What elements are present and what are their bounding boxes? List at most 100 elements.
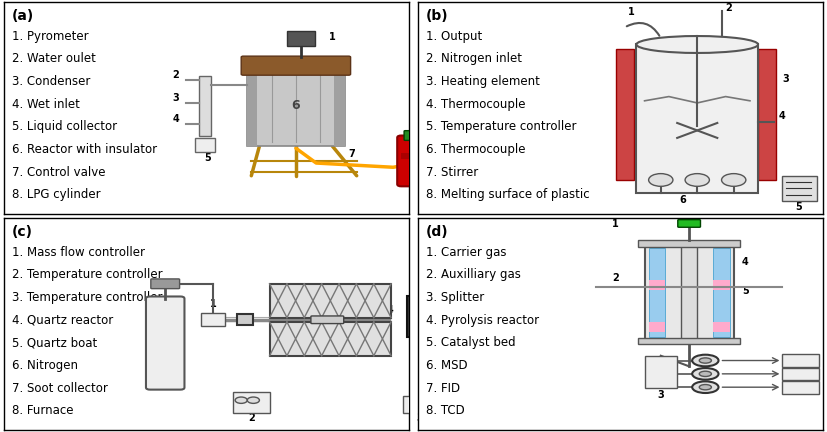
Text: 4: 4	[742, 257, 748, 267]
FancyBboxPatch shape	[270, 322, 391, 356]
Text: 5: 5	[742, 286, 748, 296]
Text: 2: 2	[725, 3, 733, 13]
FancyBboxPatch shape	[201, 314, 225, 326]
FancyBboxPatch shape	[681, 246, 697, 339]
Text: 4. Wet inlet: 4. Wet inlet	[12, 98, 80, 111]
Text: 5. Liquid collector: 5. Liquid collector	[12, 120, 117, 133]
FancyBboxPatch shape	[638, 240, 740, 247]
Text: 2. Nitrogen inlet: 2. Nitrogen inlet	[426, 52, 522, 65]
Text: 6. MSD: 6. MSD	[426, 359, 467, 372]
Text: 8: 8	[797, 382, 804, 392]
Text: 5. Temperature controller: 5. Temperature controller	[426, 120, 576, 133]
Text: 7: 7	[718, 121, 724, 130]
Text: 6. Nitrogen: 6. Nitrogen	[12, 359, 79, 372]
Text: 8. Furnace: 8. Furnace	[12, 404, 74, 417]
Text: 6: 6	[292, 99, 300, 112]
Text: 8: 8	[416, 160, 423, 170]
FancyBboxPatch shape	[758, 49, 777, 180]
Ellipse shape	[700, 384, 711, 390]
Text: 7: 7	[348, 149, 356, 159]
FancyBboxPatch shape	[287, 31, 315, 45]
Ellipse shape	[700, 371, 711, 377]
FancyBboxPatch shape	[311, 316, 344, 324]
FancyBboxPatch shape	[146, 296, 184, 390]
FancyBboxPatch shape	[714, 280, 729, 290]
Text: 5: 5	[796, 202, 802, 212]
Circle shape	[247, 397, 260, 403]
FancyBboxPatch shape	[714, 322, 729, 333]
Ellipse shape	[700, 358, 711, 363]
FancyBboxPatch shape	[648, 322, 665, 333]
FancyBboxPatch shape	[408, 296, 432, 337]
FancyBboxPatch shape	[782, 368, 819, 380]
Text: 3: 3	[657, 390, 664, 400]
Text: 1. Pyrometer: 1. Pyrometer	[12, 30, 88, 43]
Text: (a): (a)	[12, 9, 35, 22]
Text: 7: 7	[416, 293, 423, 303]
Ellipse shape	[692, 368, 719, 380]
Text: (d): (d)	[426, 225, 448, 238]
Text: 3. Temperature controller: 3. Temperature controller	[12, 291, 163, 304]
FancyBboxPatch shape	[648, 280, 665, 290]
FancyBboxPatch shape	[397, 136, 442, 186]
FancyBboxPatch shape	[198, 76, 211, 136]
Text: 3. Condenser: 3. Condenser	[12, 75, 91, 88]
Text: 2: 2	[172, 70, 179, 80]
Text: 6: 6	[162, 340, 169, 349]
Text: 4: 4	[172, 114, 179, 124]
Text: 2. Water oulet: 2. Water oulet	[12, 52, 96, 65]
Text: (b): (b)	[426, 9, 448, 22]
Text: 1: 1	[612, 219, 619, 229]
FancyBboxPatch shape	[194, 138, 215, 152]
Text: 4. Thermocouple: 4. Thermocouple	[426, 98, 525, 111]
Text: 3: 3	[416, 413, 423, 423]
FancyBboxPatch shape	[637, 44, 758, 193]
Text: 8: 8	[327, 331, 334, 341]
Circle shape	[685, 174, 710, 186]
Text: 2: 2	[248, 413, 255, 423]
FancyBboxPatch shape	[644, 244, 734, 341]
Ellipse shape	[692, 381, 719, 393]
FancyBboxPatch shape	[404, 396, 436, 413]
Text: 4. Quartz reactor: 4. Quartz reactor	[12, 314, 113, 327]
Text: 2. Temperature controller: 2. Temperature controller	[12, 268, 163, 281]
FancyBboxPatch shape	[714, 248, 729, 337]
FancyBboxPatch shape	[678, 219, 700, 227]
Text: 3: 3	[172, 93, 179, 103]
FancyBboxPatch shape	[270, 284, 391, 318]
Circle shape	[721, 174, 746, 186]
Text: 8. LPG cylinder: 8. LPG cylinder	[12, 188, 101, 201]
Text: 3: 3	[782, 73, 789, 83]
Text: 5: 5	[205, 153, 212, 163]
Text: 8. Melting surface of plastic: 8. Melting surface of plastic	[426, 188, 590, 201]
Text: 1: 1	[629, 7, 635, 17]
FancyBboxPatch shape	[782, 354, 819, 367]
Text: 3. Splitter: 3. Splitter	[426, 291, 484, 304]
FancyBboxPatch shape	[241, 56, 351, 75]
Circle shape	[648, 174, 673, 186]
Text: 7. FID: 7. FID	[426, 381, 460, 394]
Text: 4. Pyrolysis reactor: 4. Pyrolysis reactor	[426, 314, 539, 327]
FancyBboxPatch shape	[648, 248, 665, 337]
Text: 3. Heating element: 3. Heating element	[426, 75, 539, 88]
Text: 6. Reactor with insulator: 6. Reactor with insulator	[12, 143, 157, 156]
FancyBboxPatch shape	[334, 66, 345, 146]
Text: 6. Thermocouple: 6. Thermocouple	[426, 143, 525, 156]
Text: 6: 6	[679, 195, 686, 205]
FancyBboxPatch shape	[401, 153, 437, 159]
Text: 6: 6	[797, 356, 804, 365]
Text: 8. TCD: 8. TCD	[426, 404, 465, 417]
FancyBboxPatch shape	[247, 66, 257, 146]
FancyBboxPatch shape	[782, 176, 817, 201]
FancyBboxPatch shape	[247, 66, 345, 146]
Text: (c): (c)	[12, 225, 33, 238]
FancyBboxPatch shape	[151, 279, 179, 289]
Text: 7: 7	[797, 369, 804, 379]
FancyBboxPatch shape	[237, 314, 253, 325]
Text: 1: 1	[329, 32, 336, 42]
Text: 1. Carrier gas: 1. Carrier gas	[426, 246, 506, 259]
Text: 4: 4	[778, 111, 785, 121]
FancyBboxPatch shape	[404, 130, 435, 140]
Text: 7. Control valve: 7. Control valve	[12, 165, 106, 178]
Text: 4: 4	[387, 305, 394, 315]
